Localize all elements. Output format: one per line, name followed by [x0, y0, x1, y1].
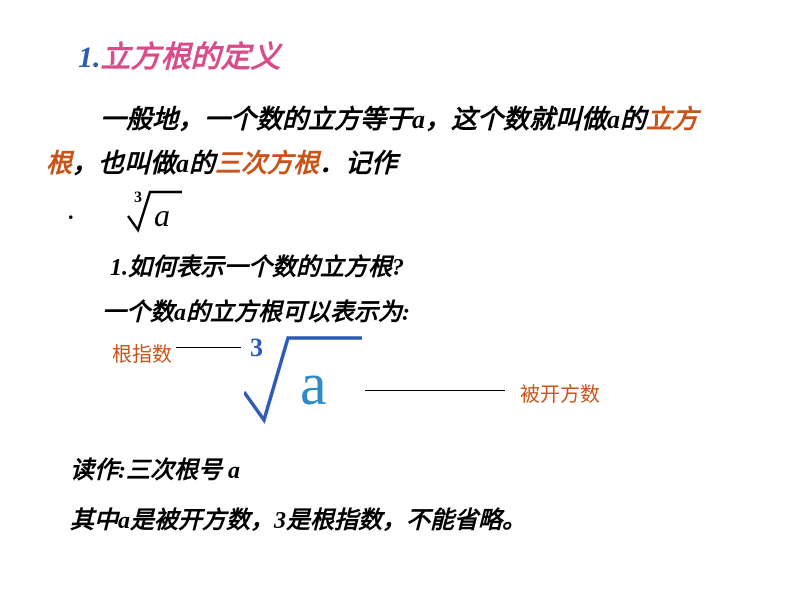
- big-cube-root: 3 a: [244, 332, 374, 432]
- root-index-label-text: 根指数: [112, 344, 172, 366]
- def-red2: 三次方根: [215, 149, 319, 178]
- radical-icon: 3 a: [120, 186, 190, 234]
- small-root-radicand: a: [154, 197, 170, 233]
- small-root-index: 3: [134, 189, 142, 206]
- question-1: 1.如何表示一个数的立方根?: [110, 247, 404, 282]
- big-root-index: 3: [250, 333, 263, 362]
- def-mid: ，也叫做a的: [72, 149, 215, 178]
- bullet-dot: .: [68, 199, 74, 225]
- title-text: 立方根的定义: [101, 41, 281, 74]
- radicand-label: 被开方数: [520, 378, 600, 407]
- read-as-text: 读作:三次根号 a: [70, 450, 240, 485]
- small-cube-root: 3 a: [120, 186, 190, 239]
- root-index-connector-line: [176, 347, 241, 348]
- big-radical-icon: 3 a: [244, 332, 374, 427]
- section-title: 1.立方根的定义: [78, 32, 281, 76]
- def-post: ．记作: [319, 149, 397, 178]
- root-index-label: 根指数: [112, 338, 172, 367]
- title-number: 1: [78, 41, 93, 74]
- def-pre: 一般地，一个数的立方等于a，这个数就叫做a的: [100, 105, 646, 134]
- note-text: 其中a是被开方数，3是根指数，不能省略。: [70, 500, 526, 535]
- definition-paragraph: 一般地，一个数的立方等于a，这个数就叫做a的立方根，也叫做a的三次方根．记作: [46, 98, 746, 186]
- radicand-connector-line: [365, 390, 505, 391]
- representation-text: 一个数a的立方根可以表示为:: [102, 292, 410, 327]
- radicand-label-text: 被开方数: [520, 384, 600, 406]
- title-bullet: .: [93, 41, 101, 74]
- big-root-radicand: a: [300, 351, 327, 417]
